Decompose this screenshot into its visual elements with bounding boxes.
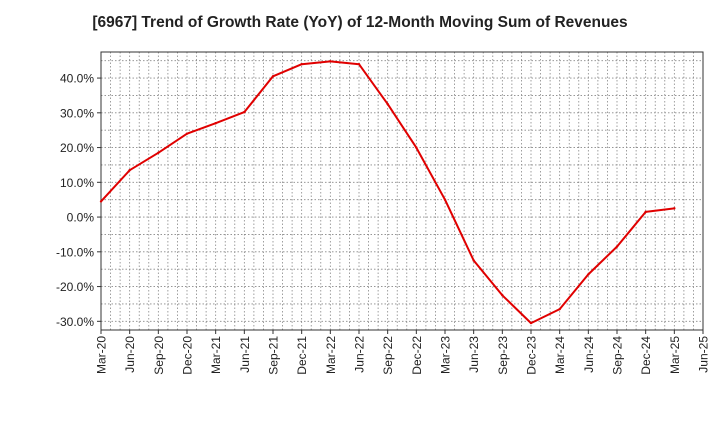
data-point (329, 60, 332, 63)
x-tick-label: Mar-24 (553, 336, 567, 374)
x-tick-label: Dec-23 (525, 336, 539, 375)
data-point (673, 207, 676, 210)
data-point (472, 259, 475, 262)
x-tick-label: Sep-22 (381, 336, 395, 375)
x-tick-label: Mar-23 (439, 336, 453, 374)
x-tick-label: Jun-20 (123, 336, 137, 373)
data-point (443, 198, 447, 201)
data-point (128, 168, 131, 172)
chart-title: [6967] Trend of Growth Rate (YoY) of 12-… (92, 14, 628, 31)
data-point (529, 321, 533, 325)
data-point (300, 62, 303, 66)
data-point (271, 75, 275, 78)
x-tick-label: Sep-20 (152, 336, 166, 375)
data-point (558, 307, 561, 311)
data-point (99, 200, 103, 203)
data-point (415, 146, 418, 149)
x-tick-label: Sep-21 (267, 336, 281, 375)
y-tick-label: 0.0% (67, 211, 95, 225)
y-tick-label: -10.0% (56, 245, 94, 259)
data-point (157, 151, 160, 154)
y-tick-label: -30.0% (56, 315, 94, 329)
data-point (615, 245, 619, 248)
data-point (386, 102, 389, 106)
y-tick-label: 40.0% (60, 72, 94, 86)
y-tick-label: 10.0% (60, 176, 94, 190)
plot-border (100, 51, 704, 331)
data-point (214, 122, 217, 125)
x-tick-label: Dec-22 (410, 336, 424, 375)
x-tick-label: Jun-24 (582, 336, 596, 373)
x-tick-label: Sep-24 (611, 336, 625, 375)
x-tick-label: Jun-23 (467, 336, 481, 373)
x-tick-label: Mar-22 (324, 336, 338, 374)
x-tick-label: Mar-25 (668, 336, 682, 374)
x-tick-label: Jun-22 (353, 336, 367, 373)
y-tick-label: 30.0% (60, 106, 94, 120)
data-point (644, 210, 647, 214)
x-tick-label: Mar-20 (95, 336, 109, 374)
data-point (357, 62, 361, 66)
x-tick-label: Sep-23 (496, 336, 510, 375)
y-tick-label: -20.0% (56, 280, 94, 294)
y-tick-label: 20.0% (60, 141, 94, 155)
x-tick-label: Jun-25 (697, 336, 711, 373)
x-tick-label: Dec-24 (639, 336, 653, 375)
data-point (185, 132, 189, 135)
plot-background (101, 52, 703, 330)
x-tick-label: Dec-21 (295, 336, 309, 375)
x-tick-label: Jun-21 (238, 336, 252, 373)
x-tick-label: Mar-21 (209, 336, 223, 374)
data-point (243, 110, 246, 114)
data-point (501, 294, 504, 297)
x-tick-label: Dec-20 (181, 336, 195, 375)
data-point (587, 273, 590, 276)
